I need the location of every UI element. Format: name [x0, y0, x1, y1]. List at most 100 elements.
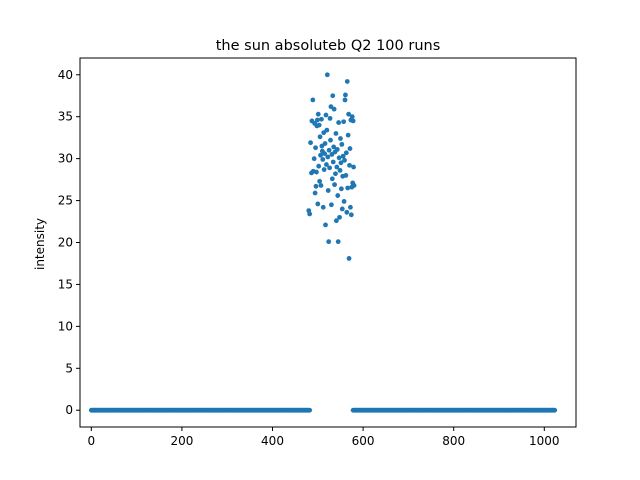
- data-point: [345, 185, 351, 191]
- data-point: [343, 150, 349, 156]
- y-axis-label: intensity: [33, 218, 47, 270]
- x-tick-label: 800: [442, 434, 465, 448]
- data-point: [318, 183, 324, 188]
- data-point: [350, 118, 356, 124]
- data-point: [347, 146, 353, 151]
- data-point: [330, 159, 336, 165]
- data-point: [311, 156, 317, 162]
- data-point: [330, 93, 336, 99]
- y-tick-label: 35: [58, 110, 73, 124]
- data-point: [317, 178, 323, 184]
- data-point: [342, 97, 348, 103]
- data-point: [344, 209, 350, 215]
- data-point: [338, 186, 344, 192]
- data-point: [320, 157, 326, 162]
- data-point: [342, 157, 347, 163]
- data-point: [319, 116, 324, 122]
- data-point: [315, 111, 321, 117]
- data-point: [334, 147, 340, 152]
- data-point: [312, 190, 318, 196]
- data-point: [313, 145, 318, 151]
- data-point: [346, 111, 352, 117]
- y-tick-label: 10: [58, 319, 73, 333]
- data-point: [338, 160, 344, 166]
- data-point: [322, 141, 328, 146]
- data-point: [308, 140, 313, 146]
- data-point: [344, 79, 350, 84]
- data-point: [327, 115, 333, 121]
- x-tick-label: 0: [88, 434, 96, 448]
- data-point: [336, 120, 342, 125]
- data-point: [341, 199, 347, 204]
- data-point: [335, 239, 341, 245]
- data-point: [348, 204, 353, 210]
- data-point: [326, 239, 332, 245]
- data-point: [326, 147, 332, 153]
- data-point: [323, 222, 328, 228]
- data-point: [324, 127, 330, 133]
- data-point: [314, 169, 319, 175]
- data-point: [314, 117, 320, 123]
- y-tick-label: 25: [58, 194, 73, 208]
- data-points: [88, 72, 558, 413]
- data-point: [329, 176, 335, 182]
- data-point: [341, 119, 347, 125]
- data-point: [322, 151, 327, 157]
- data-point: [329, 202, 334, 208]
- y-tick-label: 5: [65, 361, 73, 375]
- axis-ticks: 0 200 400 600 800 1000 0 5 10 15 20 25 30 35 40: [58, 68, 560, 448]
- x-tick-label: 600: [352, 434, 375, 448]
- data-point: [552, 407, 558, 413]
- data-point: [315, 201, 321, 207]
- data-point: [316, 163, 322, 169]
- data-point: [351, 164, 356, 170]
- data-point: [324, 162, 329, 167]
- data-point: [349, 114, 355, 120]
- plot-frame: [79, 57, 577, 428]
- data-point: [339, 206, 345, 212]
- data-point: [333, 131, 339, 136]
- x-tick-label: 1000: [529, 434, 560, 448]
- data-point: [325, 154, 331, 160]
- data-point: [345, 132, 351, 138]
- y-tick-label: 15: [58, 277, 73, 291]
- data-point: [343, 92, 348, 98]
- data-point: [313, 183, 319, 189]
- y-tick-label: 30: [58, 152, 73, 166]
- chart-title: the sun absoluteb Q2 100 runs: [216, 38, 441, 54]
- data-point: [331, 144, 337, 150]
- data-point: [307, 211, 313, 217]
- data-point: [310, 97, 316, 103]
- data-point: [331, 106, 337, 112]
- data-point: [347, 162, 352, 168]
- data-point: [333, 171, 338, 177]
- data-point: [351, 183, 357, 188]
- data-point: [317, 134, 323, 140]
- data-point: [336, 155, 342, 161]
- data-point: [338, 136, 343, 141]
- data-point: [348, 212, 354, 218]
- data-point: [337, 214, 342, 220]
- data-point: [334, 164, 340, 170]
- y-tick-label: 40: [58, 68, 73, 82]
- data-point: [323, 112, 329, 118]
- data-point: [324, 72, 330, 78]
- data-point: [318, 152, 323, 158]
- data-point: [328, 137, 333, 143]
- data-point: [325, 188, 331, 193]
- y-tick-label: 0: [65, 403, 73, 417]
- data-point: [343, 173, 349, 178]
- data-point: [339, 141, 345, 147]
- data-point: [320, 204, 326, 210]
- data-point: [335, 193, 341, 198]
- data-point: [346, 256, 352, 261]
- data-point: [316, 122, 322, 128]
- x-tick-label: 200: [170, 434, 193, 448]
- data-point: [307, 407, 313, 413]
- data-point: [340, 153, 346, 159]
- data-point: [337, 167, 343, 173]
- data-point: [321, 167, 327, 172]
